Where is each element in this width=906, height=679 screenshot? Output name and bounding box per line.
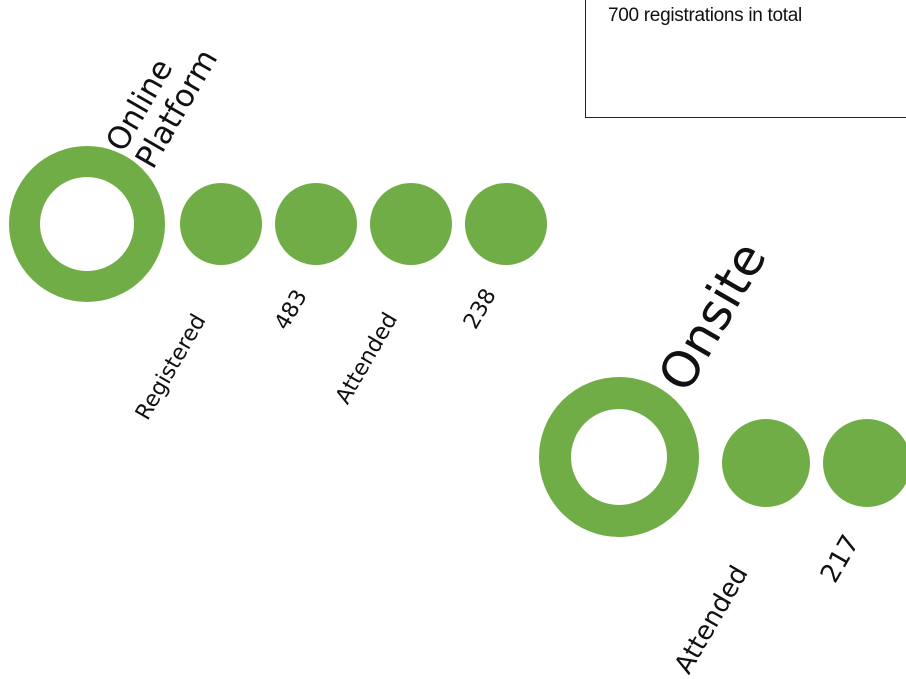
online-dot-registered xyxy=(180,183,262,265)
online-dot-attended xyxy=(370,183,452,265)
online-ring-node xyxy=(9,146,165,302)
online-label-registered-value: 483 xyxy=(270,285,313,335)
summary-text: 700 registrations in total xyxy=(608,5,802,26)
online-label-attended: Attended xyxy=(331,308,404,409)
onsite-label-attended: Attended xyxy=(669,560,755,679)
online-label-registered: Registered xyxy=(131,310,212,425)
onsite-title: Onsite xyxy=(647,232,778,401)
onsite-ring-node xyxy=(539,377,699,537)
summary-box: 700 registrations in total xyxy=(585,0,906,118)
onsite-dot-attended xyxy=(722,419,810,507)
online-label-attended-value: 238 xyxy=(459,284,502,334)
onsite-label-attended-value: 217 xyxy=(815,530,866,588)
onsite-dot-attended-value xyxy=(823,419,906,507)
online-dot-attended-value xyxy=(465,183,547,265)
online-dot-registered-value xyxy=(275,183,357,265)
